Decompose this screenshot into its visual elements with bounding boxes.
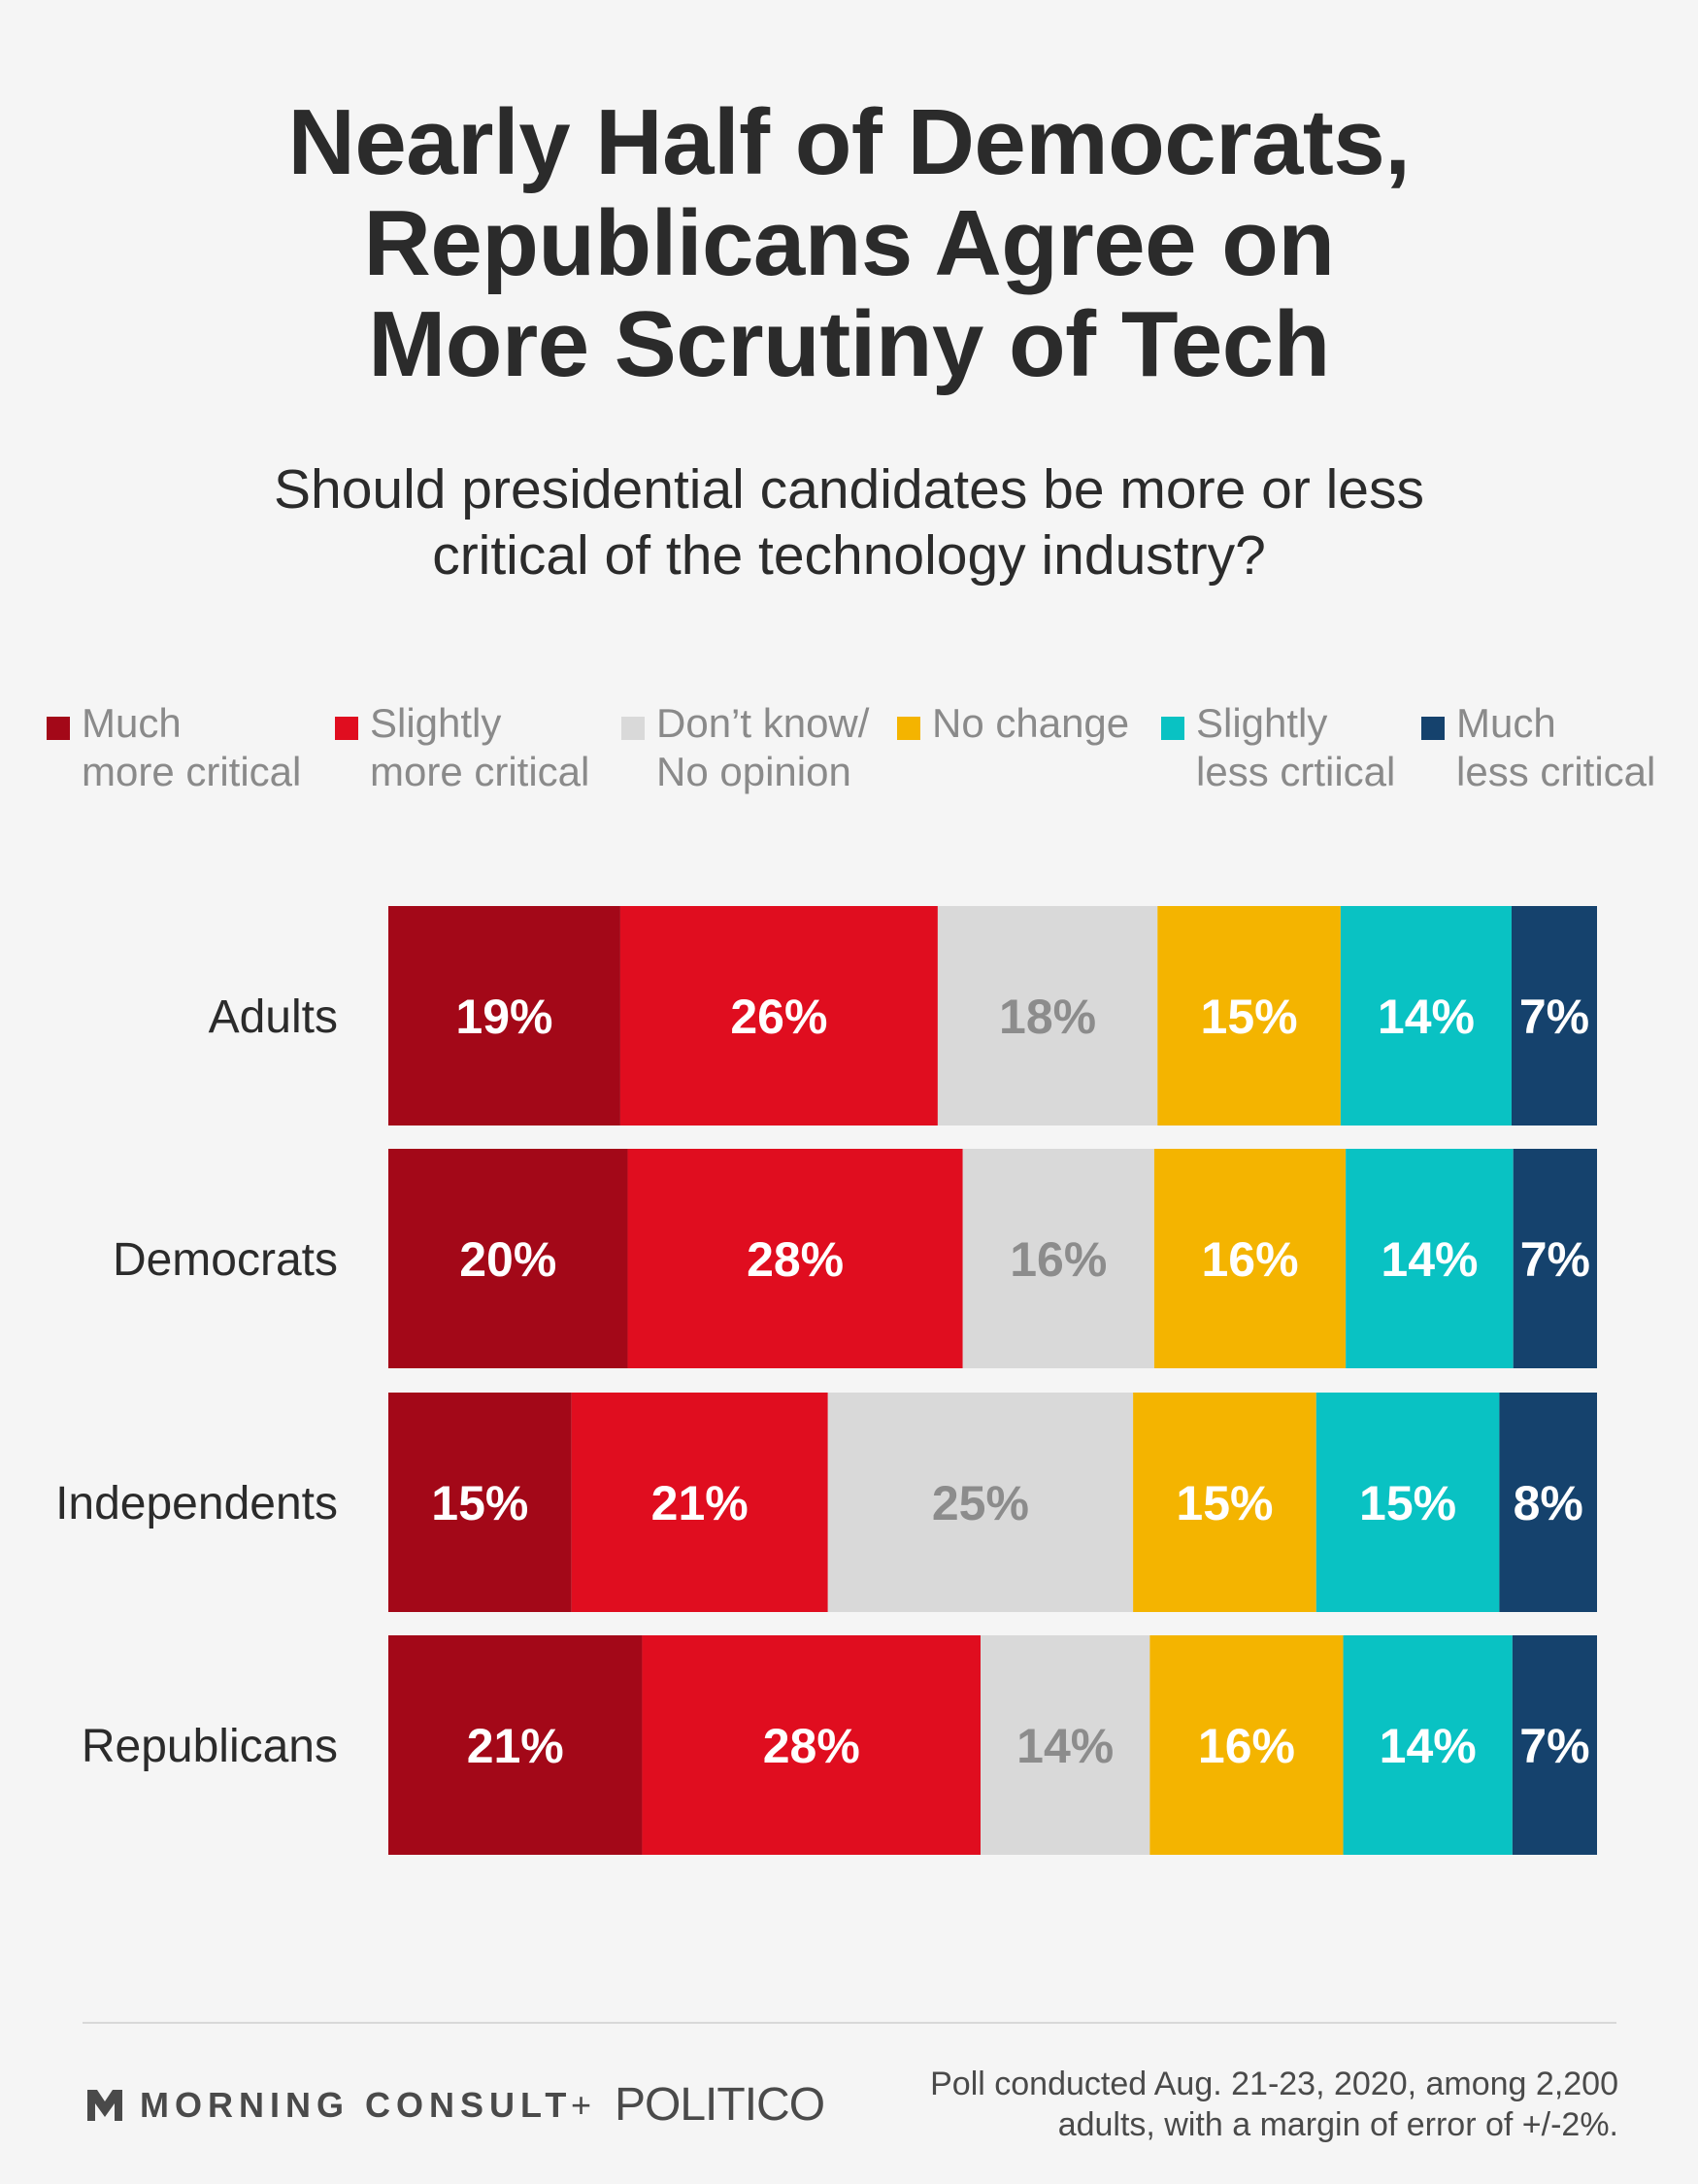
- bar-segment: [1315, 1393, 1500, 1612]
- bar-value-label: 20%: [459, 1232, 556, 1287]
- source-note: Poll conducted Aug. 21-23, 2020, among 2…: [881, 2064, 1618, 2145]
- brand-plus: +: [571, 2085, 592, 2125]
- bar-segment: [1153, 1149, 1347, 1368]
- legend-swatch: [47, 717, 70, 740]
- bar-segment: [827, 1393, 1134, 1612]
- bar-segment: [619, 906, 938, 1126]
- bar-value-label: 14%: [1380, 1719, 1477, 1773]
- bar-segment: [1499, 1393, 1597, 1612]
- bar-value-label: 8%: [1514, 1476, 1583, 1530]
- bar-value-label: 14%: [1381, 1232, 1478, 1287]
- bar-value-label: 14%: [1378, 990, 1475, 1044]
- bar-segment: [627, 1149, 963, 1368]
- bar-segment: [1346, 1149, 1514, 1368]
- title-line: More Scrutiny of Tech: [368, 292, 1330, 396]
- legend-swatch: [1161, 717, 1184, 740]
- legend-label-line: less crtiical: [1196, 749, 1396, 794]
- bar-value-label: 16%: [1010, 1232, 1107, 1287]
- legend-swatch: [1421, 717, 1445, 740]
- chart-title: Nearly Half of Democrats, Republicans Ag…: [0, 92, 1698, 395]
- bar-segment: [1340, 906, 1512, 1126]
- category-label: Independents: [55, 1478, 338, 1529]
- bar-segment: [1512, 1635, 1597, 1855]
- chart-subtitle: Should presidential candidates be more o…: [0, 456, 1698, 588]
- category-label: Republicans: [82, 1721, 338, 1772]
- legend-label-line: Much: [82, 700, 182, 746]
- source-note-line: Poll conducted Aug. 21-23, 2020, among 2…: [930, 2066, 1618, 2102]
- legend-label-line: less critical: [1456, 749, 1656, 794]
- bar-value-label: 16%: [1201, 1232, 1298, 1287]
- legend-label-line: No opinion: [656, 749, 851, 794]
- bar-segment: [388, 1635, 643, 1855]
- bar-value-label: 7%: [1520, 1232, 1590, 1287]
- bar-value-label: 28%: [763, 1719, 860, 1773]
- legend-label-line: Don’t know/: [656, 700, 870, 746]
- bar-value-label: 21%: [467, 1719, 564, 1773]
- legend-label: Don’t know/No opinion: [656, 699, 869, 796]
- legend-label: Much more critical: [82, 699, 301, 796]
- bar-segment: [981, 1635, 1150, 1855]
- bar-value-label: 18%: [999, 990, 1096, 1044]
- bar-segment: [388, 1393, 572, 1612]
- legend-label: No change: [932, 699, 1129, 748]
- morning-consult-wordmark: MORNING CONSULT: [140, 2085, 573, 2125]
- bar-segment: [1343, 1635, 1513, 1855]
- category-label: Democrats: [113, 1234, 338, 1286]
- legend: Much more critical Slightly more critical Do…: [0, 699, 1698, 816]
- footer-divider: [83, 2022, 1616, 2024]
- politico-wordmark: POLITICO: [615, 2079, 825, 2131]
- bar-value-label: 28%: [747, 1232, 844, 1287]
- bar-value-label: 26%: [730, 990, 827, 1044]
- bar-segment: [962, 1149, 1154, 1368]
- bar-segment: [1133, 1393, 1316, 1612]
- legend-label-line: more critical: [370, 749, 590, 794]
- bar-segment: [937, 906, 1158, 1126]
- morning-consult-logo-icon: [87, 2090, 122, 2121]
- subtitle-line: Should presidential candidates be more o…: [273, 458, 1425, 521]
- bar-value-label: 19%: [455, 990, 552, 1044]
- legend-label-line: Slightly: [370, 700, 502, 746]
- title-line: Republicans Agree on: [363, 191, 1335, 295]
- bar-value-label: 21%: [651, 1476, 749, 1530]
- bar-value-label: 7%: [1519, 1719, 1589, 1773]
- legend-label-line: No change: [932, 700, 1130, 746]
- bar-segment: [571, 1393, 828, 1612]
- bar-segment: [642, 1635, 982, 1855]
- legend-swatch: [335, 717, 358, 740]
- legend-label: Slightly more critical: [370, 699, 589, 796]
- legend-label-line: Slightly: [1196, 700, 1328, 746]
- bar-value-label: 7%: [1519, 990, 1589, 1044]
- legend-label-line: Much: [1456, 700, 1556, 746]
- bar-segment: [1511, 906, 1597, 1126]
- source-note-line: adults, with a margin of error of +/-2%.: [1057, 2106, 1618, 2143]
- legend-label: Much less critical: [1456, 699, 1655, 796]
- bar-value-label: 15%: [1359, 1476, 1456, 1530]
- bar-segment: [1513, 1149, 1597, 1368]
- bar-segment: [388, 906, 620, 1126]
- legend-swatch: [621, 717, 645, 740]
- bar-segment: [1149, 1635, 1344, 1855]
- title-line: Nearly Half of Democrats,: [287, 90, 1411, 194]
- bar-value-label: 15%: [431, 1476, 528, 1530]
- subtitle-line: critical of the technology industry?: [432, 524, 1266, 587]
- legend-swatch: [897, 717, 920, 740]
- legend-label: Slightly less crtiical: [1196, 699, 1395, 796]
- bar-value-label: 16%: [1198, 1719, 1295, 1773]
- bar-value-label: 25%: [932, 1476, 1029, 1530]
- category-label: Adults: [209, 991, 338, 1043]
- bar-value-label: 15%: [1176, 1476, 1273, 1530]
- bar-value-label: 14%: [1016, 1719, 1114, 1773]
- bar-segment: [1157, 906, 1341, 1126]
- legend-label-line: more critical: [82, 749, 302, 794]
- bar-value-label: 15%: [1201, 990, 1298, 1044]
- bar-segment: [388, 1149, 628, 1368]
